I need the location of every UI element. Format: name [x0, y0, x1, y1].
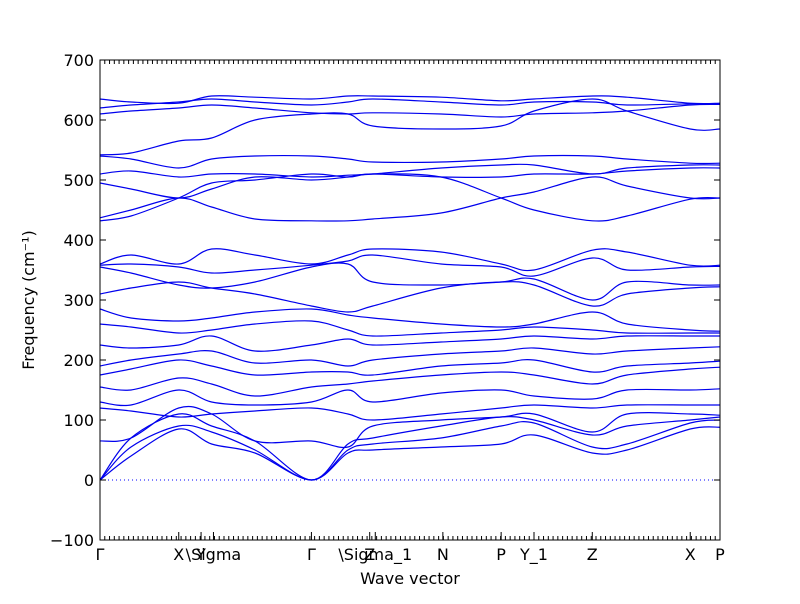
band-line-19 [99, 167, 721, 199]
x-axis-ticks: Γ X Y\Sigma Γ Z\Sigma_1 N P Y_1 Z X P [96, 60, 725, 565]
band-line-3 [99, 413, 721, 481]
band-line-14 [99, 262, 721, 301]
band-line-2 [99, 419, 721, 481]
y-tick-label: 0 [84, 471, 94, 490]
x-tick-label: X [685, 545, 696, 564]
y-tick-label: −100 [50, 531, 94, 550]
band-line-4 [99, 405, 721, 449]
x-tick-label: \Sigma [186, 545, 242, 564]
x-tick-label: Z [364, 545, 375, 564]
x-tick-label: Γ [96, 545, 105, 564]
band-line-17 [99, 173, 721, 222]
x-tick-label: Z [587, 545, 598, 564]
band-line-21 [99, 155, 721, 169]
band-line-25 [99, 95, 721, 105]
band-line-5 [99, 404, 720, 421]
y-tick-label: 400 [63, 231, 94, 250]
band-line-22 [99, 98, 721, 156]
band-line-15 [99, 254, 721, 277]
y-tick-label: 700 [63, 51, 94, 70]
band-lines [99, 95, 721, 481]
y-tick-label: 300 [63, 291, 94, 310]
y-axis-ticks: −100 0 100 200 300 400 500 600 700 [50, 51, 720, 550]
band-line-18 [99, 176, 721, 222]
band-line-8 [99, 359, 721, 376]
x-tick-label: P [715, 545, 725, 564]
x-tick-label: \Sigma_1 [338, 545, 412, 565]
band-line-9 [99, 346, 721, 367]
x-tick-label: Γ [307, 545, 316, 564]
x-tick-label: N [437, 545, 449, 564]
band-line-1 [99, 426, 721, 481]
plot-frame [99, 59, 721, 541]
x-tick-label: Y [195, 545, 206, 564]
band-line-20 [99, 163, 721, 178]
band-line-13 [99, 281, 721, 313]
band-line-11 [99, 320, 720, 337]
band-line-6 [99, 388, 721, 407]
band-line-10 [99, 335, 720, 352]
x-axis-label: Wave vector [360, 569, 460, 588]
band-line-16 [99, 248, 721, 272]
x-tick-label: Y_1 [519, 545, 548, 565]
band-line-7 [99, 366, 721, 397]
x-tick-label: P [496, 545, 506, 564]
y-axis-label: Frequency (cm⁻¹) [19, 230, 38, 369]
band-line-12 [99, 308, 721, 332]
y-tick-label: 500 [63, 171, 94, 190]
y-tick-label: 100 [63, 411, 94, 430]
band-line-23 [99, 103, 721, 118]
y-tick-label: 600 [63, 111, 94, 130]
y-tick-label: 200 [63, 351, 94, 370]
x-tick-label: X [173, 545, 184, 564]
